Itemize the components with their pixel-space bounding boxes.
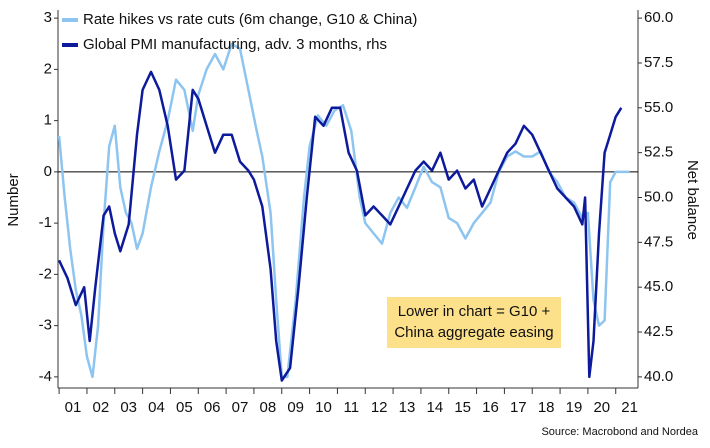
legend-label: Rate hikes vs rate cuts (6m change, G10 … — [83, 11, 417, 28]
x-tick-label: 17 — [510, 399, 527, 416]
x-tick-label: 03 — [120, 399, 137, 416]
x-tick-label: 07 — [232, 399, 249, 416]
y-tick-label: -1 — [39, 214, 52, 231]
y2-tick-label: 45.0 — [644, 278, 673, 295]
y-tick-label: -3 — [39, 317, 52, 334]
x-tick-label: 19 — [566, 399, 583, 416]
source: Source: Macrobond and Nordea — [541, 426, 698, 438]
y-tick-label: 3 — [44, 9, 52, 26]
x-tick-label: 01 — [65, 399, 82, 416]
x-tick-label: 05 — [176, 399, 193, 416]
x-tick-label: 18 — [538, 399, 555, 416]
y2-tick-label: 47.5 — [644, 233, 673, 250]
y2-tick-label: 60.0 — [644, 9, 673, 26]
y-tick-label: 2 — [44, 60, 52, 77]
line-series — [57, 70, 623, 382]
line-series — [57, 42, 630, 379]
y2-tick-label: 42.5 — [644, 323, 673, 340]
x-tick-label: 20 — [593, 399, 610, 416]
x-tick-label: 10 — [315, 399, 332, 416]
y-tick-label: 1 — [44, 112, 52, 129]
y2-axis-label: Net balance — [684, 160, 701, 240]
y2-tick-label: 55.0 — [644, 99, 673, 116]
annotation-box — [387, 297, 561, 348]
y2-tick-label: 50.0 — [644, 188, 673, 205]
x-tick-label: 21 — [621, 399, 638, 416]
x-tick-label: 16 — [482, 399, 499, 416]
y-tick-label: -2 — [39, 265, 52, 282]
x-tick-label: 04 — [148, 399, 165, 416]
x-tick-label: 14 — [426, 399, 443, 416]
x-tick-label: 11 — [344, 399, 360, 416]
x-tick-label: 08 — [260, 399, 277, 416]
y2-tick-label: 57.5 — [644, 54, 673, 71]
y-tick-label: -4 — [39, 368, 52, 385]
y-tick-label: 0 — [44, 163, 52, 180]
y-axis-label: Number — [5, 173, 22, 226]
x-tick-label: 02 — [93, 399, 110, 416]
annotation: China aggregate easing — [394, 324, 553, 341]
annotation: Lower in chart = G10 + — [398, 303, 551, 320]
x-tick-label: 13 — [399, 399, 416, 416]
y2-tick-label: 40.0 — [644, 368, 673, 385]
x-tick-label: 06 — [204, 399, 221, 416]
legend-label: Global PMI manufacturing, adv. 3 months,… — [83, 36, 387, 53]
x-tick-label: 12 — [371, 399, 388, 416]
y2-tick-label: 52.5 — [644, 144, 673, 161]
x-tick-label: 15 — [454, 399, 471, 416]
x-tick-label: 09 — [287, 399, 304, 416]
